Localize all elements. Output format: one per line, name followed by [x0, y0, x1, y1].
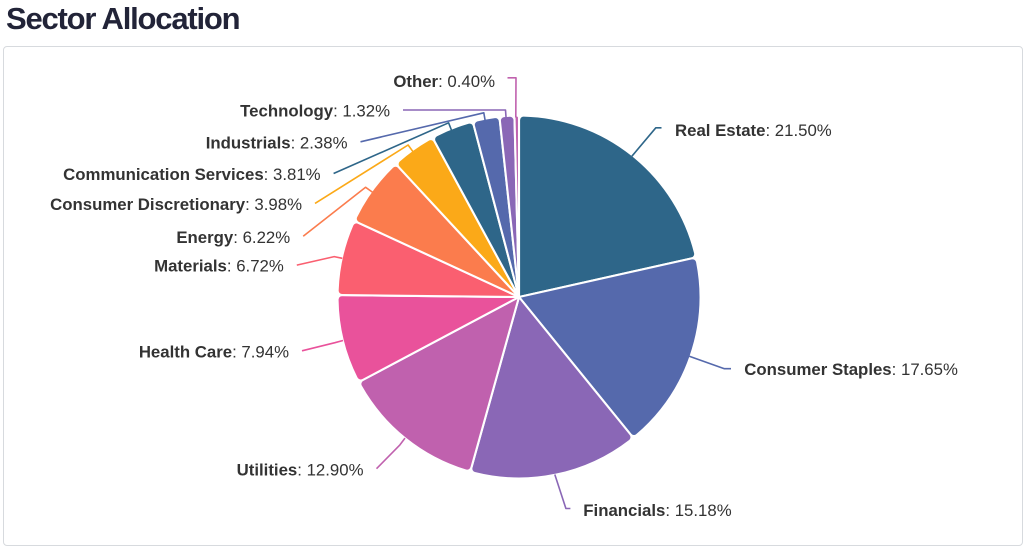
svg-text:Other: 0.40%: Other: 0.40%: [393, 72, 495, 91]
svg-text:Consumer Staples: 17.65%: Consumer Staples: 17.65%: [744, 360, 958, 379]
svg-text:Communication Services: 3.81%: Communication Services: 3.81%: [63, 165, 321, 184]
svg-text:Technology: 1.32%: Technology: 1.32%: [240, 102, 390, 121]
svg-text:Utilities: 12.90%: Utilities: 12.90%: [237, 460, 364, 479]
svg-text:Real Estate: 21.50%: Real Estate: 21.50%: [675, 121, 832, 140]
svg-text:Health Care: 7.94%: Health Care: 7.94%: [139, 342, 289, 361]
svg-text:Energy: 6.22%: Energy: 6.22%: [176, 228, 290, 247]
svg-text:Consumer Discretionary: 3.98%: Consumer Discretionary: 3.98%: [50, 195, 302, 214]
svg-text:Financials: 15.18%: Financials: 15.18%: [583, 501, 731, 520]
svg-text:Industrials: 2.38%: Industrials: 2.38%: [206, 133, 348, 152]
svg-text:Materials: 6.72%: Materials: 6.72%: [154, 257, 284, 276]
